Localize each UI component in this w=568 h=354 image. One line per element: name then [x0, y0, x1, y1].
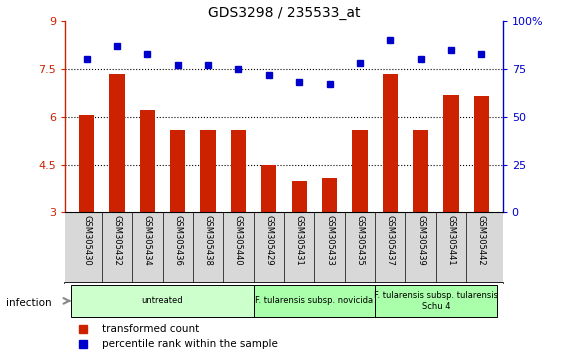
Text: GSM305442: GSM305442	[477, 215, 486, 265]
Bar	[110, 74, 124, 212]
Bar	[79, 115, 94, 212]
Bar	[170, 130, 185, 212]
Text: untreated: untreated	[141, 296, 183, 306]
Text: GSM305433: GSM305433	[325, 215, 334, 266]
Text: GSM305440: GSM305440	[234, 215, 243, 265]
Bar	[352, 130, 367, 212]
Text: GSM305439: GSM305439	[416, 215, 425, 265]
Text: GSM305429: GSM305429	[264, 215, 273, 265]
Bar	[254, 285, 375, 317]
Bar	[383, 74, 398, 212]
Title: GDS3298 / 235533_at: GDS3298 / 235533_at	[208, 6, 360, 20]
Text: GSM305437: GSM305437	[386, 215, 395, 266]
Bar	[140, 110, 155, 212]
Text: F. tularensis subsp. novicida: F. tularensis subsp. novicida	[255, 296, 373, 306]
Text: infection: infection	[6, 298, 51, 308]
Text: GSM305435: GSM305435	[356, 215, 365, 265]
Text: GSM305434: GSM305434	[143, 215, 152, 265]
Bar	[291, 181, 307, 212]
Bar	[201, 130, 216, 212]
Text: GSM305432: GSM305432	[112, 215, 122, 265]
Text: GSM305431: GSM305431	[295, 215, 304, 265]
Bar	[231, 130, 246, 212]
Text: GSM305430: GSM305430	[82, 215, 91, 265]
Bar	[322, 178, 337, 212]
Bar	[474, 96, 489, 212]
Text: GSM305441: GSM305441	[446, 215, 456, 265]
Text: percentile rank within the sample: percentile rank within the sample	[102, 339, 278, 349]
Bar	[375, 285, 496, 317]
Text: F. tularensis subsp. tularensis
Schu 4: F. tularensis subsp. tularensis Schu 4	[374, 291, 498, 310]
Bar	[444, 95, 458, 212]
Bar	[413, 130, 428, 212]
Text: GSM305436: GSM305436	[173, 215, 182, 266]
Text: GSM305438: GSM305438	[203, 215, 212, 266]
Bar	[261, 165, 277, 212]
Text: transformed count: transformed count	[102, 324, 200, 333]
Bar	[72, 285, 254, 317]
